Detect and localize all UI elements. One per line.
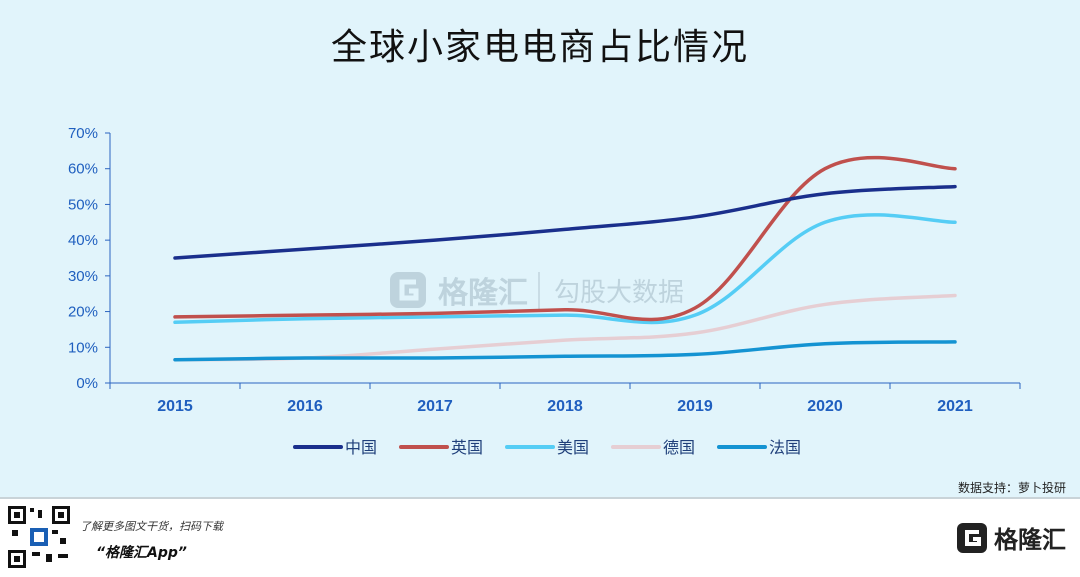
x-tick-label: 2018 (547, 398, 583, 415)
footer-tip: 了解更多图文干货，扫码下载 (80, 520, 223, 533)
y-tick-label: 60% (68, 161, 98, 178)
x-tick-label: 2020 (807, 398, 843, 415)
x-tick-label: 2017 (417, 398, 453, 415)
x-tick-label: 2015 (157, 398, 193, 415)
x-tick-label: 2019 (677, 398, 713, 415)
watermark-tagline: 勾股大数据 (538, 271, 684, 309)
chart-title: 全球小家电电商占比情况 (330, 27, 749, 68)
series-line-英国 (173, 155, 957, 322)
watermark: 格隆汇 勾股大数据 (388, 268, 684, 312)
footer-brand: 格隆汇 (956, 520, 1066, 555)
x-tick-label: 2021 (937, 398, 973, 415)
legend-label: 法国 (769, 438, 801, 457)
legend-label: 德国 (663, 438, 695, 457)
x-tick-label: 2016 (287, 398, 323, 415)
legend-label: 英国 (451, 438, 483, 457)
brand-logo-icon (957, 522, 987, 553)
y-tick-label: 10% (68, 339, 98, 356)
y-tick-label: 40% (68, 232, 98, 249)
footer-divider (0, 497, 1080, 499)
legend-label: 美国 (557, 438, 589, 457)
series-line-美国 (173, 213, 957, 325)
y-tick-label: 70% (68, 125, 98, 142)
legend-label: 中国 (345, 438, 377, 457)
footer-brand-name: 格隆汇 (994, 526, 1066, 554)
chart-panel (0, 0, 1080, 497)
series-line-中国 (173, 184, 957, 260)
series-line-德国 (173, 293, 957, 362)
watermark-brand: 格隆汇 (438, 276, 528, 311)
footer-app-name: “格隆汇App” (96, 545, 187, 561)
y-tick-label: 30% (68, 268, 98, 285)
data-source: 数据支持：萝卜投研 (957, 481, 1066, 495)
qr-code-icon[interactable] (6, 504, 72, 570)
brand-logo-icon (390, 272, 426, 308)
series-line-法国 (173, 340, 957, 362)
y-tick-label: 20% (68, 304, 98, 321)
y-tick-label: 50% (68, 196, 98, 213)
y-tick-label: 0% (76, 375, 98, 392)
line-chart: 0% 10% 20% 30% 40% 50% 60% 70% 2015 2016 2017 2018 2… (68, 125, 1021, 457)
